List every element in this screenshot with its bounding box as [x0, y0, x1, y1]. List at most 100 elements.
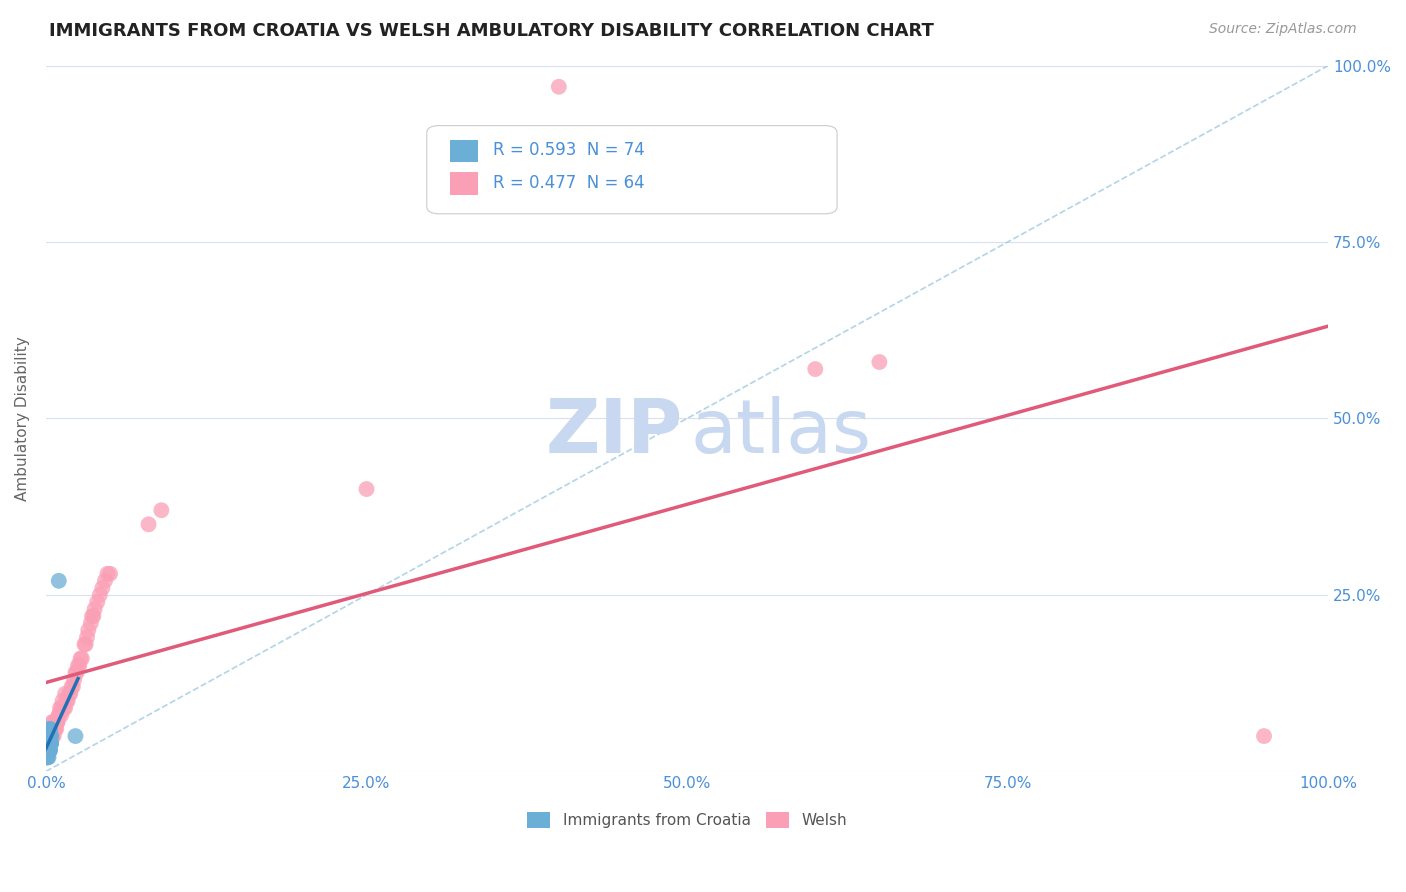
Point	[356, 482, 378, 496]
Point	[66, 658, 89, 673]
Text: ZIP: ZIP	[546, 396, 683, 469]
Point	[37, 729, 59, 743]
Point	[38, 729, 60, 743]
Point	[42, 722, 65, 736]
Point	[39, 736, 62, 750]
Point	[38, 736, 60, 750]
Point	[38, 736, 60, 750]
Point	[73, 637, 96, 651]
Point	[38, 743, 60, 757]
Point	[94, 574, 117, 588]
Point	[60, 680, 83, 694]
Point	[91, 581, 114, 595]
Point	[37, 729, 59, 743]
Point	[96, 566, 118, 581]
Point	[37, 729, 59, 743]
Point	[38, 736, 60, 750]
Point	[39, 736, 62, 750]
Point	[547, 79, 569, 94]
Point	[37, 750, 59, 764]
Point	[38, 729, 60, 743]
Point	[66, 665, 89, 680]
Point	[37, 729, 59, 743]
Point	[37, 743, 59, 757]
Point	[38, 729, 60, 743]
Point	[38, 722, 60, 736]
Point	[76, 630, 98, 644]
Point	[37, 750, 59, 764]
Point	[38, 743, 60, 757]
Point	[37, 743, 59, 757]
Point	[65, 729, 87, 743]
Point	[37, 743, 59, 757]
Point	[38, 743, 60, 757]
Point	[38, 736, 60, 750]
Point	[37, 736, 59, 750]
Point	[38, 750, 60, 764]
Point	[37, 743, 59, 757]
Point	[37, 736, 59, 750]
Point	[41, 729, 63, 743]
Point	[39, 729, 62, 743]
Point	[38, 736, 60, 750]
Point	[37, 750, 59, 764]
Point	[37, 743, 59, 757]
Point	[38, 736, 60, 750]
Point	[80, 616, 103, 631]
Point	[38, 729, 60, 743]
Point	[38, 736, 60, 750]
Point	[38, 736, 60, 750]
Point	[48, 574, 70, 588]
FancyBboxPatch shape	[450, 140, 478, 162]
Point	[38, 736, 60, 750]
Point	[39, 722, 62, 736]
Point	[37, 750, 59, 764]
Point	[37, 743, 59, 757]
Point	[38, 729, 60, 743]
Point	[89, 588, 111, 602]
Point	[65, 665, 87, 680]
Point	[37, 729, 59, 743]
Point	[38, 736, 60, 750]
Point	[49, 701, 72, 715]
Point	[48, 707, 70, 722]
Point	[38, 736, 60, 750]
Point	[38, 736, 60, 750]
Point	[38, 743, 60, 757]
Point	[45, 722, 67, 736]
Point	[38, 743, 60, 757]
FancyBboxPatch shape	[427, 126, 837, 214]
Point	[42, 714, 65, 729]
Point	[98, 566, 121, 581]
Point	[1253, 729, 1275, 743]
Point	[38, 743, 60, 757]
Point	[37, 743, 59, 757]
Point	[83, 602, 105, 616]
Point	[44, 722, 66, 736]
Point	[41, 714, 63, 729]
Point	[38, 743, 60, 757]
Point	[37, 729, 59, 743]
Text: R = 0.593  N = 74: R = 0.593 N = 74	[494, 141, 645, 160]
Point	[45, 714, 67, 729]
Point	[38, 736, 60, 750]
Point	[46, 714, 69, 729]
Point	[56, 694, 79, 708]
Point	[38, 743, 60, 757]
Legend: Immigrants from Croatia, Welsh: Immigrants from Croatia, Welsh	[522, 806, 853, 834]
Point	[38, 743, 60, 757]
Point	[52, 701, 75, 715]
Point	[62, 680, 84, 694]
Text: Source: ZipAtlas.com: Source: ZipAtlas.com	[1209, 22, 1357, 37]
Point	[53, 701, 76, 715]
Point	[37, 743, 59, 757]
Point	[38, 736, 60, 750]
Point	[37, 743, 59, 757]
Point	[37, 750, 59, 764]
Point	[38, 736, 60, 750]
Point	[59, 687, 82, 701]
FancyBboxPatch shape	[450, 172, 478, 194]
Y-axis label: Ambulatory Disability: Ambulatory Disability	[15, 336, 30, 500]
Point	[39, 729, 62, 743]
Point	[38, 736, 60, 750]
